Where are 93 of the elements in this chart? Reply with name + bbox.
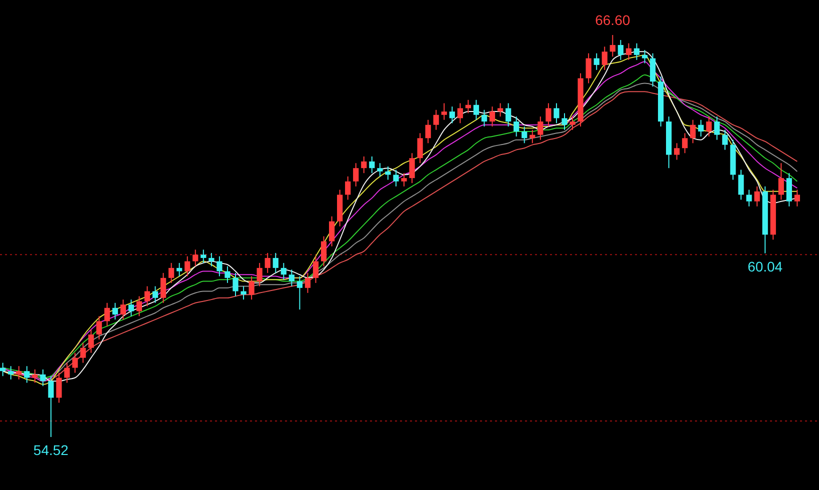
candlestick xyxy=(80,342,86,364)
candlestick xyxy=(216,256,222,277)
candlestick xyxy=(120,299,126,320)
candlestick xyxy=(497,102,504,118)
candlestick xyxy=(304,272,311,294)
annotation: 60.04 xyxy=(748,258,783,274)
candlestick xyxy=(264,252,270,274)
candlestick xyxy=(642,49,648,64)
candlestick xyxy=(674,142,680,160)
candlestick xyxy=(385,166,391,180)
candlestick xyxy=(546,102,552,128)
candlestick xyxy=(562,112,568,130)
candlestick xyxy=(96,316,102,340)
candlestick xyxy=(425,119,431,144)
candlestick xyxy=(256,262,262,287)
candlestick xyxy=(610,34,616,58)
candlestick xyxy=(754,186,760,207)
candlestick xyxy=(353,162,359,187)
candlestick xyxy=(626,42,632,60)
candlestick xyxy=(506,102,512,128)
candlestick xyxy=(433,109,439,130)
candlestick xyxy=(794,189,800,207)
candlestick xyxy=(409,152,415,184)
candlestick xyxy=(393,169,399,187)
candlestick xyxy=(417,132,423,164)
candlestick xyxy=(714,116,720,140)
candlestick xyxy=(698,119,704,137)
candlestick xyxy=(288,269,294,287)
candlestick xyxy=(280,262,286,280)
candlestick xyxy=(722,129,728,150)
candlestick xyxy=(473,99,480,120)
candlestick xyxy=(345,176,351,200)
candlestick xyxy=(746,189,752,207)
candlestick xyxy=(690,119,696,144)
candlestick xyxy=(449,106,455,124)
candlestick xyxy=(168,262,174,284)
candlestick xyxy=(706,116,712,137)
candlestick xyxy=(296,276,303,310)
candlestick xyxy=(192,249,198,267)
candlestick xyxy=(594,52,600,70)
candlestick xyxy=(602,46,608,70)
candlestick xyxy=(88,329,94,354)
candlestick xyxy=(650,52,656,88)
annotation: 66.60 xyxy=(595,12,630,28)
candlestick xyxy=(786,172,792,207)
candlestick xyxy=(738,169,744,200)
candlestick xyxy=(272,252,278,274)
candlestick xyxy=(554,102,560,124)
candlestick xyxy=(144,286,150,307)
candlestick xyxy=(570,116,576,130)
candlestick xyxy=(682,132,688,154)
candlestick xyxy=(377,162,383,177)
candlestick xyxy=(248,276,254,300)
candlestick xyxy=(240,286,246,300)
candlestick xyxy=(136,296,142,317)
candlestick xyxy=(160,272,166,304)
candlestick xyxy=(481,109,488,128)
candlestick xyxy=(369,156,375,174)
candlestick xyxy=(200,249,206,264)
candlestick xyxy=(320,236,327,267)
candlestick xyxy=(32,368,38,384)
candlestick xyxy=(441,102,447,120)
candlestick xyxy=(457,102,463,124)
candlestick xyxy=(104,302,110,327)
candlestick xyxy=(64,362,70,384)
candlestick xyxy=(634,42,640,60)
candlestick xyxy=(232,272,238,297)
candlestick xyxy=(586,52,592,84)
candlestick xyxy=(489,106,496,128)
candlestick xyxy=(538,116,544,140)
candlestick xyxy=(72,352,78,374)
candlestick xyxy=(522,126,528,144)
candlestick xyxy=(56,372,62,404)
candlestick xyxy=(24,366,30,384)
candlestick xyxy=(361,156,367,174)
candlestick xyxy=(152,286,158,304)
candlestick xyxy=(224,266,230,284)
candlestick xyxy=(778,162,784,200)
candlestick xyxy=(184,256,190,277)
candlestick xyxy=(112,302,118,320)
candlestick xyxy=(16,366,22,380)
candlestick xyxy=(48,376,54,438)
candlestick xyxy=(401,172,407,187)
candlestick xyxy=(40,368,46,387)
annotation: 54.52 xyxy=(33,442,69,458)
candlestick xyxy=(8,366,14,380)
candlestick xyxy=(176,262,182,277)
candlestick xyxy=(618,39,624,60)
candlestick xyxy=(514,116,520,137)
candlestick xyxy=(208,252,214,267)
candlestick xyxy=(328,216,335,247)
candlestick xyxy=(128,299,134,317)
candlestick xyxy=(312,256,319,284)
